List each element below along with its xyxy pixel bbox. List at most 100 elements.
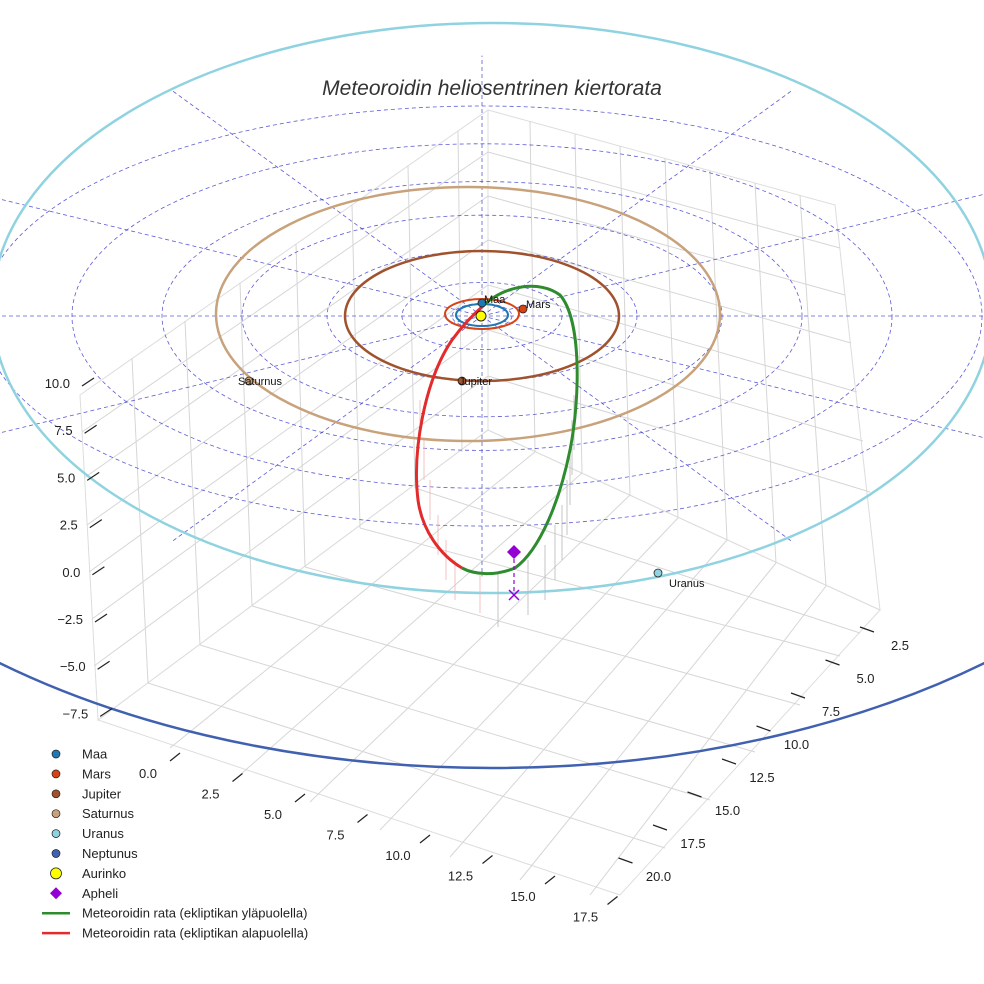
grid-line bbox=[91, 329, 489, 620]
uranus-orbit bbox=[0, 21, 984, 595]
legend-label: Aurinko bbox=[82, 866, 126, 881]
planet-orbits bbox=[0, 21, 984, 770]
meteoroid-orbit-above bbox=[461, 284, 579, 576]
y-tick-mark bbox=[756, 725, 771, 732]
y-tick-mark bbox=[721, 758, 737, 765]
y-axis-ticks: 2.5 5.0 7.5 10.0 12.5 15.0 17.5 20.0 bbox=[618, 626, 909, 884]
aphelion-projection-marker bbox=[508, 589, 520, 601]
grid-line bbox=[251, 605, 756, 753]
legend-item: Aurinko bbox=[50, 866, 126, 881]
meteoroid-orbit bbox=[415, 284, 579, 576]
grid-line bbox=[83, 195, 489, 479]
grid-line bbox=[239, 282, 253, 607]
legend-diamond-icon bbox=[50, 887, 62, 900]
polar-grid-spoke bbox=[481, 193, 984, 317]
x-tick-mark bbox=[294, 793, 306, 803]
uranus-label: Uranus bbox=[669, 578, 705, 590]
z-tick-mark bbox=[81, 377, 95, 387]
legend-label: Meteoroidin rata (ekliptikan alapuolella… bbox=[82, 926, 308, 941]
legend-item: Neptunus bbox=[51, 846, 138, 861]
legend-label: Meteoroidin rata (ekliptikan yläpuolella… bbox=[82, 906, 307, 921]
x-tick-mark bbox=[357, 814, 368, 823]
z-tick-mark bbox=[97, 660, 110, 670]
grid-line bbox=[88, 284, 489, 573]
legend-item: Mars bbox=[51, 766, 111, 781]
polar-grid-spoke bbox=[481, 90, 793, 317]
grid-line bbox=[131, 357, 149, 684]
x-tick-label: 15.0 bbox=[510, 889, 535, 904]
grid-line bbox=[407, 165, 416, 489]
grid-line bbox=[379, 517, 679, 831]
y-tick-mark bbox=[790, 692, 806, 699]
floor bbox=[96, 429, 881, 896]
grid-line bbox=[589, 585, 827, 896]
legend-label: Jupiter bbox=[82, 786, 122, 801]
x-tick-label: 0.0 bbox=[139, 766, 157, 781]
legend-dot-icon bbox=[51, 789, 61, 799]
grid-line bbox=[487, 151, 841, 249]
saturnus-label: Saturnus bbox=[238, 376, 283, 388]
y-tick-label: 15.0 bbox=[715, 803, 740, 818]
x-tick-mark bbox=[419, 834, 431, 844]
y-tick-label: 12.5 bbox=[749, 770, 774, 785]
grid-line bbox=[457, 130, 463, 453]
z-tick-label: 2.5 bbox=[60, 518, 78, 533]
z-tick-label: −7.5 bbox=[63, 706, 89, 721]
x-tick-mark bbox=[607, 896, 618, 905]
grid-line bbox=[709, 170, 728, 541]
chart-title: Meteoroidin heliosentrinen kiertorata bbox=[322, 77, 662, 100]
legend-item: Meteoroidin rata (ekliptikan alapuolella… bbox=[42, 926, 308, 941]
mars-marker bbox=[518, 304, 528, 314]
back-right-wall bbox=[487, 109, 881, 611]
back-left-wall bbox=[79, 109, 489, 721]
legend-sun-icon bbox=[50, 867, 62, 880]
aphelion-marker bbox=[507, 545, 521, 559]
maa-label: Maa bbox=[484, 294, 506, 306]
z-tick-label: 7.5 bbox=[55, 423, 73, 438]
y-tick-label: 20.0 bbox=[646, 869, 671, 884]
jupiter-orbit bbox=[343, 249, 621, 383]
grid-line bbox=[86, 239, 489, 526]
grid-line bbox=[309, 494, 631, 803]
z-axis-ticks: 10.0 7.5 5.0 2.5 0.0 −2.5 −5.0 −7.5 bbox=[45, 376, 113, 721]
legend-dot-icon bbox=[51, 809, 61, 819]
z-tick-mark bbox=[92, 566, 105, 576]
polar-grid-spoke bbox=[0, 198, 483, 317]
legend-dot-icon bbox=[51, 769, 61, 779]
x-tick-label: 5.0 bbox=[264, 807, 282, 822]
grid-line bbox=[754, 182, 777, 564]
grid-line bbox=[487, 284, 858, 393]
legend-item: Uranus bbox=[51, 826, 124, 841]
aphelion-group bbox=[507, 545, 521, 601]
z-tick-label: 0.0 bbox=[62, 565, 80, 580]
legend-dot-icon bbox=[51, 749, 61, 759]
y-tick-mark bbox=[825, 659, 840, 666]
y-tick-label: 5.0 bbox=[856, 671, 874, 686]
jupiter-label: Jupiter bbox=[459, 376, 492, 388]
legend-label: Neptunus bbox=[82, 846, 138, 861]
legend-label: Uranus bbox=[82, 826, 124, 841]
z-tick-label: −2.5 bbox=[57, 612, 83, 627]
grid-line bbox=[487, 375, 871, 493]
grid-line bbox=[487, 239, 852, 344]
x-tick-mark bbox=[169, 752, 181, 762]
grid-line bbox=[81, 151, 489, 433]
x-tick-label: 12.5 bbox=[448, 869, 473, 884]
polar-grid-spoke bbox=[171, 90, 483, 317]
z-tick-label: 5.0 bbox=[57, 470, 75, 485]
polar-grid-spoke bbox=[0, 315, 483, 434]
grid-line bbox=[449, 539, 728, 858]
x-tick-mark bbox=[544, 875, 556, 885]
y-tick-mark bbox=[859, 626, 875, 633]
legend-item: Jupiter bbox=[51, 786, 122, 801]
jupiter-marker bbox=[457, 376, 467, 386]
polar-grid bbox=[0, 55, 984, 577]
legend-item: Apheli bbox=[50, 886, 118, 901]
y-tick-label: 17.5 bbox=[680, 836, 705, 851]
legend-item: Meteoroidin rata (ekliptikan yläpuolella… bbox=[42, 906, 307, 921]
neptunus-orbit bbox=[0, 661, 984, 770]
y-tick-mark bbox=[687, 791, 702, 798]
sun-marker bbox=[475, 310, 487, 322]
grid-line bbox=[487, 195, 846, 296]
maa-marker bbox=[477, 298, 487, 308]
